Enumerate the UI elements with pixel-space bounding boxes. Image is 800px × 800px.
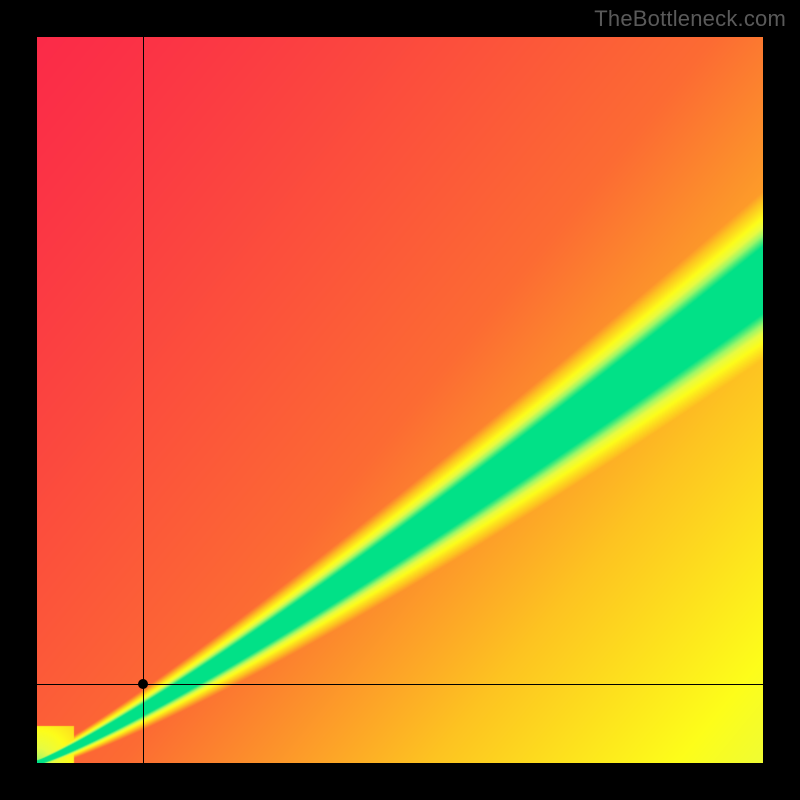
heatmap-plot-area [37,37,763,763]
marker-dot [138,679,148,689]
heatmap-canvas [37,37,763,763]
watermark-text: TheBottleneck.com [594,6,786,32]
crosshair-vertical [143,37,144,763]
